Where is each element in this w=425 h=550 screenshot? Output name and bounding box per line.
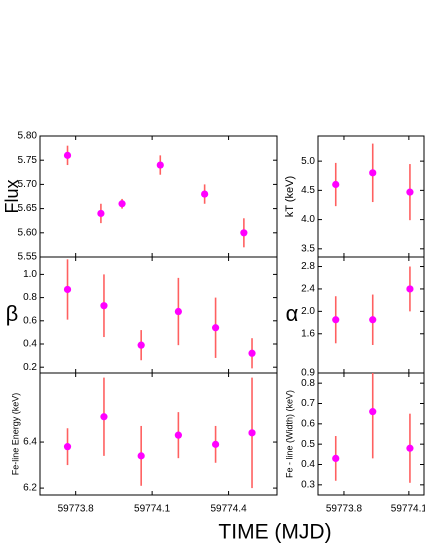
y-tick-label: 0.6 [23, 315, 37, 326]
plot-frame [39, 135, 278, 258]
data-point [174, 431, 182, 439]
data-point [406, 444, 414, 452]
y-tick-label: 1.6 [301, 328, 315, 339]
data-point [211, 440, 220, 448]
x-tick-label: 59774.1 [391, 504, 425, 515]
data-point [63, 151, 72, 159]
series [332, 373, 414, 483]
data-point [156, 161, 164, 169]
data-point [369, 316, 377, 324]
y-tick-label: 4.0 [301, 214, 315, 225]
y-tick-label: 0.7 [301, 398, 315, 409]
y-axis-label: Fe - line (Width) (keV) [284, 390, 294, 478]
data-point [63, 443, 72, 451]
series [63, 377, 256, 489]
data-point [174, 307, 182, 316]
y-tick-label: 0.4 [23, 339, 37, 350]
x-tick-label: 59774.1 [134, 504, 171, 515]
data-point [248, 429, 256, 437]
data-point [100, 413, 108, 421]
y-tick-label: 0.9 [301, 368, 315, 379]
y-tick-label: 5.55 [18, 252, 38, 263]
y-axis-label: α [286, 301, 299, 326]
y-tick-label: 4.5 [301, 185, 315, 196]
y-tick-label: 0.5 [301, 439, 315, 450]
data-point [97, 209, 105, 218]
y-axis-label: Flux [2, 179, 22, 213]
x-tick-label: 59773.8 [326, 504, 363, 515]
y-tick-label: 0.3 [301, 479, 315, 490]
y-tick-label: 2.8 [301, 261, 315, 272]
series [63, 145, 248, 248]
y-tick-label: 6.4 [23, 437, 37, 448]
data-point [369, 408, 377, 416]
y-tick-label: 5.65 [18, 203, 38, 214]
data-point [332, 454, 340, 462]
y-tick-label: 3.5 [301, 243, 315, 254]
y-tick-label: 0.4 [301, 459, 315, 470]
data-point [332, 316, 340, 324]
y-tick-label: 2.0 [301, 306, 315, 317]
series [332, 143, 414, 221]
data-point [369, 169, 377, 177]
data-point [211, 324, 220, 332]
y-tick-label: 5.60 [18, 227, 38, 238]
y-axis-label: Fe-line Energy (keV) [10, 393, 20, 476]
y-tick-label: 5.75 [18, 155, 38, 166]
data-point [137, 341, 145, 349]
data-point [332, 180, 340, 189]
plot-frame [317, 256, 425, 374]
x-tick-label: 59773.8 [58, 504, 95, 515]
data-point [406, 188, 414, 196]
y-tick-label: 0.6 [301, 418, 315, 429]
series [63, 259, 256, 369]
data-point [100, 302, 108, 310]
y-tick-label: 0.8 [301, 378, 315, 389]
y-tick-label: 6.2 [23, 483, 37, 494]
series [332, 266, 414, 345]
y-tick-label: 5.0 [301, 156, 315, 167]
plot-frame [39, 372, 278, 496]
plot-frame [317, 372, 425, 496]
y-tick-label: 1.0 [23, 269, 37, 280]
plot-frame [39, 256, 278, 374]
y-axis-label: β [6, 301, 19, 326]
data-point [118, 200, 126, 208]
data-point [248, 349, 256, 357]
y-tick-label: 0.2 [23, 362, 37, 373]
plot-frame [317, 135, 425, 258]
y-tick-label: 5.70 [18, 179, 38, 190]
data-point [406, 285, 414, 293]
data-point [201, 190, 209, 198]
data-point [240, 229, 248, 237]
x-tick-label: 59774.4 [211, 504, 248, 515]
data-point [63, 285, 72, 294]
x-axis-label: TIME (MJD) [218, 521, 331, 544]
y-tick-label: 5.80 [18, 131, 38, 142]
y-tick-label: 2.4 [301, 284, 315, 295]
y-tick-label: 0.8 [23, 292, 37, 303]
y-axis-label: kT (keV) [284, 176, 296, 217]
data-point [137, 452, 145, 460]
